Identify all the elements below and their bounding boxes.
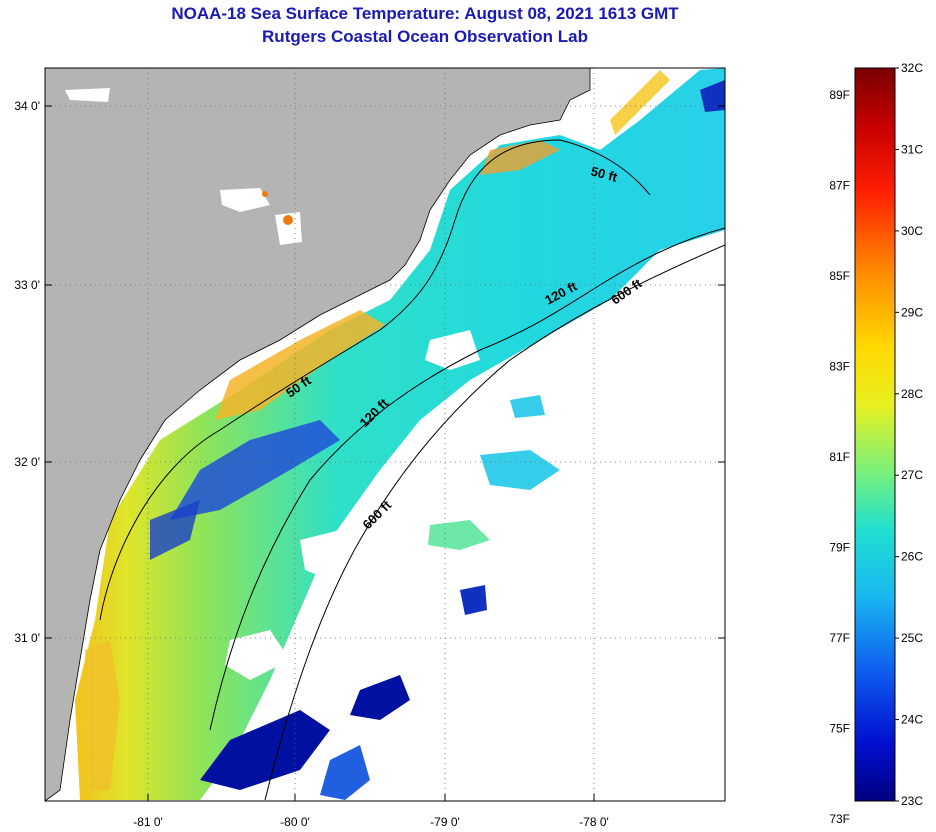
colorbar-labels: 32C 31C 30C 29C 28C 27C 26C 25C 24C 23C 89F 87F 85F 8… — [829, 61, 923, 826]
colorbar-label-fahrenheit: 75F — [829, 722, 850, 736]
contour-600ft — [264, 244, 725, 801]
contour-50ft — [99, 139, 651, 621]
graticule — [45, 68, 725, 801]
lat-label-34: 34 0' — [14, 99, 40, 113]
lat-label-32: 32 0' — [14, 455, 40, 469]
colorbar-label-fahrenheit: 83F — [829, 360, 850, 374]
colorbar-label-fahrenheit: 73F — [829, 812, 850, 826]
warm-nearshore-band — [215, 310, 385, 420]
sst-field — [75, 68, 725, 800]
colorbar — [854, 67, 896, 802]
map-subtitle: Rutgers Coastal Ocean Observation Lab — [262, 27, 588, 46]
colorbar-label-celsius: 29C — [901, 305, 923, 319]
colorbar-label-fahrenheit: 79F — [829, 541, 850, 555]
land — [45, 68, 591, 801]
colorbar-label-celsius: 32C — [901, 61, 923, 75]
colorbar-label-celsius: 31C — [901, 142, 923, 156]
contour-label-50ft-north: 50 ft — [589, 163, 619, 185]
map-title: NOAA-18 Sea Surface Temperature: August … — [171, 4, 679, 23]
cool-patch — [170, 420, 340, 520]
colorbar-label-fahrenheit: 89F — [829, 88, 850, 102]
map-frame — [44, 67, 726, 802]
colorbar-label-fahrenheit: 87F — [829, 179, 850, 193]
colorbar-label-celsius: 30C — [901, 224, 923, 238]
colorbar-label-celsius: 28C — [901, 387, 923, 401]
colorbar-label-celsius: 26C — [901, 550, 923, 564]
colorbar-label-celsius: 25C — [901, 631, 923, 645]
lat-label-31: 31 0' — [14, 631, 40, 645]
map-content — [45, 68, 725, 801]
colorbar-label-fahrenheit: 81F — [829, 450, 850, 464]
colorbar-label-celsius: 24C — [901, 713, 923, 727]
lat-label-33: 33 0' — [14, 278, 40, 292]
colorbar-label-celsius: 23C — [901, 794, 923, 808]
colorbar-label-fahrenheit: 77F — [829, 631, 850, 645]
lon-label-81: -81 0' — [133, 815, 163, 829]
colorbar-label-celsius: 27C — [901, 468, 923, 482]
colorbar-label-fahrenheit: 85F — [829, 269, 850, 283]
lon-label-80: -80 0' — [280, 815, 310, 829]
lon-label-79: -79 0' — [430, 815, 460, 829]
depth-contours — [99, 139, 725, 801]
contour-120ft — [209, 227, 725, 731]
lon-label-78: -78 0' — [579, 815, 609, 829]
colorbar-scale — [854, 67, 896, 802]
